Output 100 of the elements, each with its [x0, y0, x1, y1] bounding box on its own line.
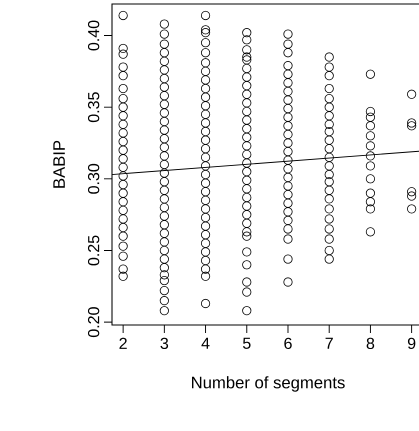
- point: [160, 142, 169, 152]
- point: [160, 246, 169, 256]
- point: [324, 186, 334, 195]
- point: [200, 126, 210, 136]
- x-tick-label: 3: [160, 338, 168, 350]
- point: [118, 10, 128, 20]
- point: [242, 277, 252, 287]
- point: [118, 272, 128, 281]
- point: [324, 126, 334, 136]
- point: [118, 252, 128, 261]
- point: [324, 214, 334, 224]
- point: [160, 228, 169, 238]
- point: [200, 298, 210, 308]
- point: [283, 224, 293, 234]
- point: [200, 170, 210, 180]
- point: [324, 246, 334, 256]
- point: [324, 71, 334, 80]
- point: [160, 116, 169, 126]
- point: [160, 160, 169, 170]
- point: [366, 70, 376, 79]
- point: [242, 35, 252, 44]
- point: [118, 154, 128, 164]
- point: [242, 132, 252, 142]
- point: [160, 286, 169, 296]
- point: [283, 216, 293, 225]
- x-tick-label: 6: [284, 338, 292, 350]
- point: [242, 115, 252, 125]
- point: [242, 287, 252, 297]
- point: [160, 65, 169, 75]
- point: [160, 270, 169, 280]
- point: [366, 204, 376, 214]
- point: [242, 167, 252, 176]
- point: [118, 94, 128, 104]
- x-tick-label: 8: [366, 338, 374, 350]
- point: [242, 232, 252, 241]
- point: [200, 58, 210, 68]
- point: [242, 55, 252, 64]
- point: [200, 28, 210, 38]
- point: [242, 141, 252, 150]
- point: [118, 197, 128, 206]
- point: [118, 214, 128, 224]
- y-axis-title: BABIP: [53, 140, 65, 188]
- point: [242, 28, 252, 38]
- point: [407, 191, 416, 201]
- point: [366, 106, 376, 116]
- point: [283, 78, 293, 88]
- point: [118, 162, 128, 172]
- point: [160, 126, 169, 135]
- point: [200, 152, 210, 162]
- point: [242, 158, 252, 168]
- point: [324, 62, 334, 72]
- point: [324, 102, 334, 112]
- point: [366, 121, 376, 130]
- y-tick-label: 0.35: [88, 92, 100, 122]
- x-tick-label: 7: [326, 338, 333, 349]
- point: [242, 201, 252, 211]
- point: [242, 98, 252, 108]
- point: [160, 40, 169, 49]
- point: [283, 104, 293, 114]
- point: [283, 112, 293, 122]
- point: [324, 194, 334, 204]
- point: [407, 90, 416, 99]
- point: [283, 190, 293, 200]
- point: [324, 94, 334, 104]
- point: [283, 172, 293, 182]
- point: [118, 264, 128, 274]
- y-tick-label: 0.40: [88, 20, 100, 50]
- y-tick-label: 0.25: [88, 236, 100, 266]
- point: [407, 187, 416, 196]
- point: [200, 247, 210, 257]
- point: [242, 210, 252, 220]
- point: [283, 70, 293, 79]
- point: [200, 196, 210, 205]
- point: [200, 187, 210, 196]
- point: [160, 151, 169, 160]
- point: [366, 131, 376, 140]
- point: [200, 222, 210, 231]
- point: [118, 222, 128, 232]
- point: [283, 234, 293, 244]
- point: [242, 72, 252, 82]
- point: [283, 130, 293, 140]
- point: [283, 156, 293, 165]
- point: [324, 234, 334, 244]
- point: [160, 19, 169, 29]
- point: [324, 161, 334, 171]
- point: [283, 86, 293, 96]
- point: [160, 263, 169, 272]
- point: [242, 260, 252, 270]
- point: [366, 188, 376, 198]
- point: [160, 29, 169, 39]
- point: [118, 171, 128, 181]
- point: [200, 161, 210, 171]
- point: [242, 52, 252, 62]
- point: [160, 108, 169, 118]
- point: [324, 144, 334, 154]
- point: [324, 152, 334, 162]
- point: [283, 48, 293, 58]
- point: [366, 227, 376, 236]
- point: [324, 177, 334, 186]
- point: [242, 150, 252, 160]
